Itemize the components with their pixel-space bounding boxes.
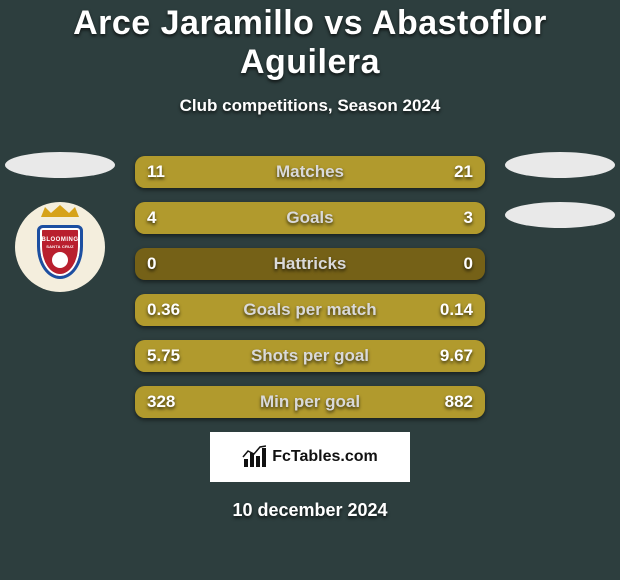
shield-line2: SANTA CRUZ xyxy=(46,244,74,249)
stat-bars: Matches1121Goals43Hattricks00Goals per m… xyxy=(135,156,485,418)
stat-row: Goals per match0.360.14 xyxy=(135,294,485,326)
stat-row: Goals4 3 xyxy=(135,202,485,234)
stat-label: Hattricks xyxy=(135,248,485,280)
shield-icon: BLOOMING SANTA CRUZ xyxy=(37,225,83,279)
stat-row: Hattricks0 0 xyxy=(135,248,485,280)
page-title: Arce Jaramillo vs Abastoflor Aguilera xyxy=(0,4,620,82)
stat-value-left: 328 xyxy=(135,386,187,418)
right-player-column xyxy=(500,152,620,252)
brand-label: FcTables.com xyxy=(272,448,378,466)
stat-label: Goals xyxy=(135,202,485,234)
stat-label: Matches xyxy=(135,156,485,188)
stat-row: Shots per goal5.759.67 xyxy=(135,340,485,372)
stat-value-left: 4 xyxy=(135,202,168,234)
shield-line1: BLOOMING xyxy=(42,237,79,243)
player-photo-placeholder-left xyxy=(5,152,115,178)
player-photo-placeholder-right xyxy=(505,152,615,178)
main-content: Arce Jaramillo vs Abastoflor Aguilera Cl… xyxy=(0,0,620,521)
subtitle: Club competitions, Season 2024 xyxy=(0,96,620,116)
stat-value-left: 5.75 xyxy=(135,340,192,372)
stat-value-right: 882 xyxy=(433,386,485,418)
stat-value-right: 0.14 xyxy=(428,294,485,326)
brand-box[interactable]: FcTables.com xyxy=(210,432,410,482)
comparison-arena: BLOOMING SANTA CRUZ Matches11 21 Goals4 3 Ha… xyxy=(0,156,620,418)
stat-value-left: 0.36 xyxy=(135,294,192,326)
stat-value-right: 9.67 xyxy=(428,340,485,372)
stat-value-left: 11 xyxy=(135,156,177,188)
chart-icon xyxy=(242,445,266,469)
club-badge-left: BLOOMING SANTA CRUZ xyxy=(15,202,105,292)
stat-value-right: 21 xyxy=(442,156,485,188)
ball-icon xyxy=(52,252,68,268)
stat-row: Matches11 21 xyxy=(135,156,485,188)
date-label: 10 december 2024 xyxy=(0,500,620,521)
stat-value-right: 0 xyxy=(452,248,485,280)
stat-value-right: 3 xyxy=(452,202,485,234)
stat-row: Min per goal328882 xyxy=(135,386,485,418)
left-player-column: BLOOMING SANTA CRUZ xyxy=(0,152,120,292)
stat-value-left: 0 xyxy=(135,248,168,280)
crown-icon xyxy=(39,205,81,219)
club-badge-placeholder-right xyxy=(505,202,615,228)
